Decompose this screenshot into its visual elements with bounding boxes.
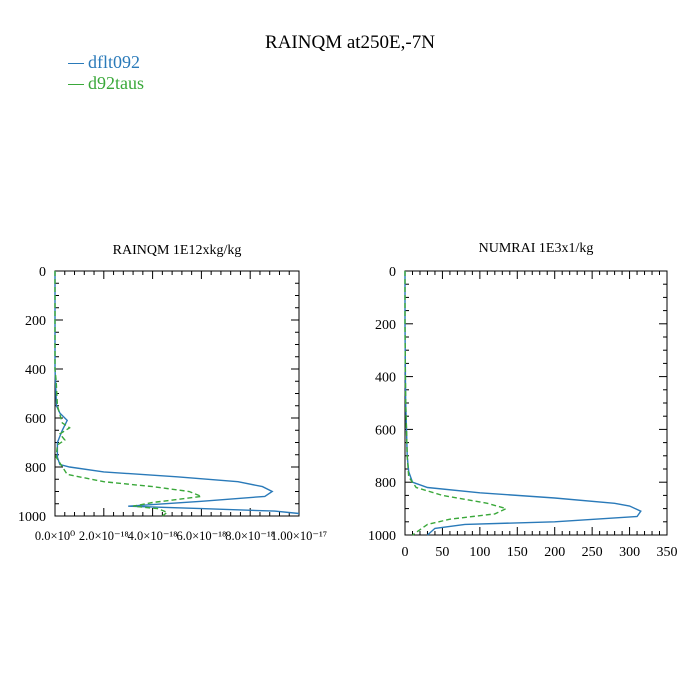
y-tick-label: 0 [389,265,396,280]
x-tick-label: 300 [619,545,640,560]
x-tick-label: 0.0×10⁰ [35,529,75,543]
subplot-title: RAINQM 1E12xkg/kg [113,243,242,258]
x-tick-label: 350 [657,545,678,560]
legend-label-d92taus: d92taus [88,73,144,93]
y-tick-label: 200 [375,318,396,333]
x-tick-label: 4.0×10⁻¹⁸ [128,529,178,543]
series-line-d92taus [404,271,509,536]
y-tick-label: 800 [25,461,46,476]
x-tick-label: 0 [402,545,409,560]
y-tick-label: 600 [25,412,46,427]
x-tick-label: 1.00×10⁻¹⁷ [271,529,327,543]
y-tick-label: 1000 [368,529,396,544]
x-tick-label: 6.0×10⁻¹⁸ [176,529,226,543]
subplot-title: NUMRAI 1E3x1/kg [479,241,594,256]
y-tick-label: 1000 [18,510,46,525]
x-tick-label: 150 [507,545,528,560]
x-tick-label: 250 [582,545,603,560]
figure-title: RAINQM at250E,-7N [265,32,435,53]
x-tick-label: 8.0×10⁻¹⁸ [225,529,275,543]
y-tick-label: 0 [39,265,46,280]
x-tick-label: 2.0×10⁻¹⁸ [79,529,129,543]
y-tick-label: 200 [25,314,46,329]
legend-item-dflt092: dflt092 [68,52,144,73]
y-tick-label: 800 [375,476,396,491]
legend-line-d92taus [68,84,84,86]
legend-label-dflt092: dflt092 [88,52,140,72]
legend: dflt092 d92taus [68,52,144,94]
x-tick-label: 100 [469,545,490,560]
y-tick-label: 400 [25,363,46,378]
x-tick-label: 50 [435,545,449,560]
series-line-d92taus [54,271,205,517]
legend-item-d92taus: d92taus [68,73,144,94]
y-tick-label: 600 [375,423,396,438]
y-tick-label: 400 [375,371,396,386]
x-tick-label: 200 [544,545,565,560]
legend-line-dflt092 [68,63,84,65]
